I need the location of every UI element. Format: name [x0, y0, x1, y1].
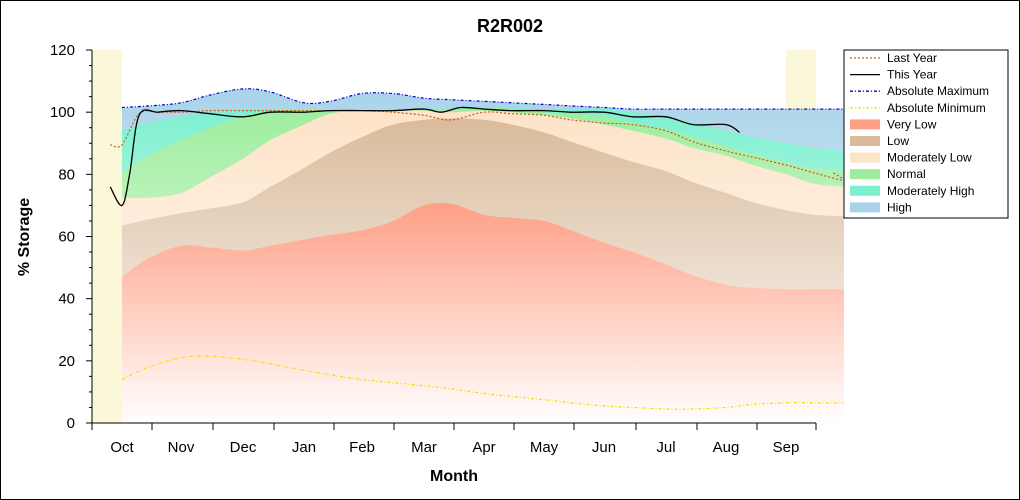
y-tick-label: 60 — [58, 229, 75, 246]
y-axis-title: % Storage — [16, 198, 33, 276]
legend-swatch-moderately-high — [850, 185, 880, 196]
legend-swatch-moderately-low — [850, 152, 880, 163]
x-ticks: Oct Nov Dec Jan Feb Mar Apr May Jun Jul Aug Sep — [91, 423, 817, 456]
y-tick-label: 20 — [58, 353, 75, 370]
legend-swatch-low — [850, 136, 880, 146]
x-tick-label: Jun — [592, 439, 616, 456]
y-tick-label: 40 — [58, 291, 75, 308]
legend-label-normal: Normal — [887, 167, 926, 181]
x-tick-label: Mar — [411, 439, 437, 456]
x-tick-label: Aug — [713, 439, 740, 456]
x-axis-title: Month — [430, 468, 478, 485]
band-very-low — [122, 202, 844, 423]
x-tick-label: Feb — [349, 439, 375, 456]
legend-label-absolute-maximum: Absolute Maximum — [887, 84, 989, 98]
y-ticks: 0 20 40 60 80 100 120 — [50, 42, 92, 432]
legend-label-moderately-high: Moderately High — [887, 184, 974, 198]
y-tick-label: 120 — [50, 42, 75, 59]
series-line-absolute-minimum — [121, 355, 844, 410]
legend-label-high: High — [887, 200, 912, 214]
legend-label-very-low: Very Low — [887, 117, 937, 131]
legend-label-this-year: This Year — [887, 68, 937, 82]
series-layer — [109, 88, 846, 410]
legend-label-last-year: Last Year — [887, 51, 937, 65]
x-tick-label: Dec — [230, 439, 257, 456]
series-line-absolute-maximum — [121, 88, 844, 110]
x-tick-label: Nov — [168, 439, 195, 456]
chart-title: R2R002 — [477, 16, 543, 36]
y-tick-label: 0 — [67, 415, 75, 432]
y-tick-label: 100 — [50, 104, 75, 121]
legend-label-moderately-low: Moderately Low — [887, 151, 972, 165]
legend-swatch-very-low — [850, 119, 880, 130]
legend-label-absolute-minimum: Absolute Minimum — [887, 101, 986, 115]
band-layer — [122, 88, 844, 424]
x-tick-label: Apr — [472, 439, 495, 456]
legend-swatch-high — [850, 202, 880, 213]
x-tick-label: Sep — [773, 439, 800, 456]
legend-label-low: Low — [887, 134, 909, 148]
x-tick-label: Jan — [292, 439, 316, 456]
legend-swatch-normal — [850, 169, 880, 180]
legend: Last Year This Year Absolute Maximum Absolu… — [843, 49, 1009, 219]
series-line-this-year — [109, 106, 740, 207]
x-tick-label: Oct — [110, 439, 134, 456]
y-tick-label: 80 — [58, 166, 75, 183]
x-tick-label: May — [530, 439, 559, 456]
x-tick-label: Jul — [656, 439, 675, 456]
